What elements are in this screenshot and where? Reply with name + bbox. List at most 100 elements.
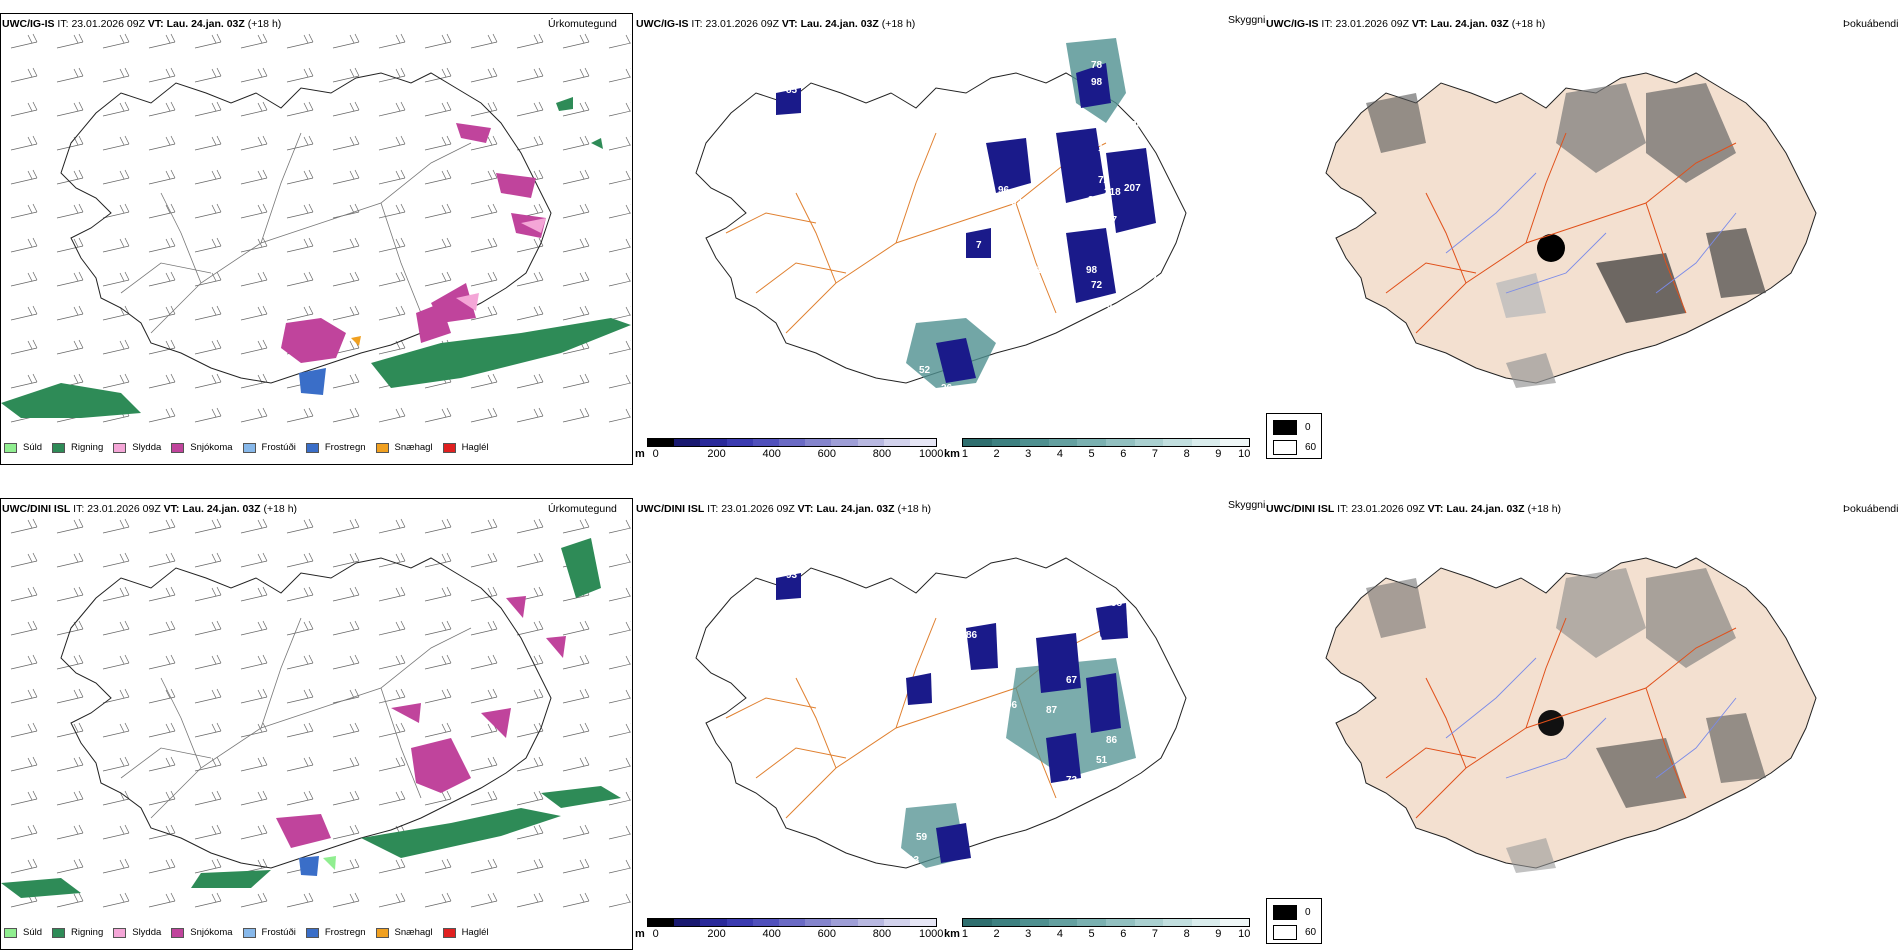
legend-item: Haglél xyxy=(442,442,489,453)
legend-item: Snæhagl xyxy=(375,442,433,453)
lead-time: (+18 h) xyxy=(263,503,298,515)
fog-legend-swatch xyxy=(1273,905,1297,920)
visibility-colorbar: 1 2 3 4 5 6 7 8 9 10 km xyxy=(944,918,1251,941)
cloud-base-value-label: 74 xyxy=(1106,650,1118,661)
precip-type-map xyxy=(1,33,631,423)
colorbar-swatch xyxy=(752,439,779,446)
cloud-base-value-label: 93 xyxy=(786,570,798,581)
colorbar-swatch xyxy=(700,439,727,446)
legend-item: Frostúði xyxy=(242,442,296,453)
legend-item: Haglél xyxy=(442,927,489,938)
legend-label: Frostregn xyxy=(324,927,366,938)
colorbar-swatch xyxy=(1020,919,1049,926)
colorbar-swatch xyxy=(1077,439,1106,446)
cloud-base-value-label: 98 xyxy=(1091,77,1103,88)
visibility-colorbar-ticks: 1 2 3 4 5 6 7 8 9 10 xyxy=(962,927,1251,941)
visibility-colorbar: 1 2 3 4 5 6 7 8 9 10 km xyxy=(944,438,1250,461)
cloud-base-value-label: 59 xyxy=(916,832,928,843)
cloudbase-colorbar: 0 200 400 600 800 1000 m xyxy=(635,438,943,461)
cloud-base-value-label: 11 xyxy=(1006,353,1017,364)
drizzle-areas xyxy=(323,856,336,870)
low-cloud-areas xyxy=(776,573,1128,863)
vt-label: VT: xyxy=(1427,503,1444,515)
colorbar-swatch xyxy=(778,439,806,446)
cloudbase-unit: m xyxy=(635,448,645,460)
cloud-base-value-label: 98 xyxy=(1111,598,1123,609)
freezing-rain-areas xyxy=(299,368,326,395)
colorbar-swatch xyxy=(805,919,832,926)
legend-label: Súld xyxy=(23,927,43,938)
legend-item: Frostúði xyxy=(242,927,296,938)
colorbar-tick-label: 2 xyxy=(993,928,1000,940)
cloudbase-colorbar-swatches xyxy=(647,918,937,927)
vt-value: Lau. 24.jan. 03Z xyxy=(1446,503,1525,515)
legend-item: Slydda xyxy=(113,442,161,453)
cloud-base-value-label: 67 xyxy=(1066,675,1078,686)
cloud-base-value-label: 72 xyxy=(1091,280,1103,291)
fog-header: UWC/IG-IS IT: 23.01.2026 09Z VT: Lau. 24… xyxy=(1266,18,1545,30)
legend-swatch xyxy=(305,442,319,453)
legend-swatch xyxy=(171,442,185,453)
legend-item: Snjókoma xyxy=(171,442,233,453)
cloud-base-value-label: 79 xyxy=(1091,635,1103,646)
lead-time: (+18 h) xyxy=(881,18,916,30)
colorbar-tick-label: 4 xyxy=(1056,928,1063,940)
vt-label: VT: xyxy=(147,18,164,30)
cloud-base-value-label: 66 xyxy=(1101,300,1113,311)
cloud-base-value-label: 26 xyxy=(941,383,953,394)
colorbar-tick-label: 5 xyxy=(1088,448,1095,460)
legend-swatch xyxy=(113,927,127,938)
model-name: UWC/IG-IS xyxy=(2,18,55,30)
river-network xyxy=(1445,657,1737,779)
legend-swatch xyxy=(113,442,127,453)
colorbar-tick-label: 0 xyxy=(652,448,659,460)
colorbar-tick-label: 3 xyxy=(1025,928,1032,940)
fog-legend-item: 0 xyxy=(1273,905,1311,920)
legend-swatch xyxy=(305,927,319,938)
precip-legend: Súld Rigning Slydda Snjókoma Frostúði Frostre… xyxy=(4,442,499,453)
cloud-base-value-label: 44 xyxy=(1076,620,1088,631)
river-network xyxy=(1445,172,1737,294)
it-value: 23.01.2026 09Z xyxy=(71,18,145,30)
wind-barbs xyxy=(10,518,631,908)
cloud-base-value-label: 51 xyxy=(1096,755,1108,766)
model-name: UWC/DINI ISL xyxy=(1266,503,1335,515)
colorbar-swatch xyxy=(648,439,675,446)
it-value: 23.01.2026 09Z xyxy=(721,503,795,515)
visibility-unit: km xyxy=(944,928,960,940)
precip-title: Úrkomutegund xyxy=(548,503,617,515)
legend-item: Súld xyxy=(4,442,42,453)
fog-index-map xyxy=(1325,72,1817,388)
fog-legend-label: 60 xyxy=(1305,442,1317,453)
colorbar-tick-label: 200 xyxy=(707,928,726,940)
colorbar-swatch xyxy=(883,919,910,926)
cloud-base-value-label: 64 xyxy=(1181,225,1193,236)
road-network xyxy=(1385,617,1737,819)
cloudbase-unit: m xyxy=(635,928,645,940)
colorbar-tick-label: 4 xyxy=(1056,448,1063,460)
legend-swatch xyxy=(4,442,17,453)
cloud-base-value-label: 110 xyxy=(1036,265,1053,276)
colorbar-swatch xyxy=(857,919,884,926)
model-name: UWC/IG-IS xyxy=(1266,18,1319,30)
colorbar-swatch xyxy=(674,919,701,926)
lead-time: (+18 h) xyxy=(897,503,932,515)
colorbar-swatch xyxy=(1105,919,1135,926)
cloud-base-value-label: 70 xyxy=(1151,275,1163,286)
road-network xyxy=(1385,132,1737,334)
fog-legend-label: 0 xyxy=(1305,907,1311,918)
legend-item: Snjókoma xyxy=(171,927,233,938)
legend-swatch xyxy=(52,442,66,453)
it-value: 23.01.2026 09Z xyxy=(1335,18,1409,30)
it-label: IT: xyxy=(1321,18,1333,30)
fog-legend-swatch xyxy=(1273,925,1297,940)
legend-swatch xyxy=(375,442,389,453)
cloud-base-value-label: 27 xyxy=(1106,215,1118,226)
cloud-title: Skyggni xyxy=(1228,14,1266,26)
legend-label: Frostregn xyxy=(324,442,366,453)
colorbar-tick-label: 10 xyxy=(1238,928,1251,940)
fog-legend: 0 60 xyxy=(1266,413,1322,459)
legend-swatch xyxy=(442,927,456,938)
colorbar-tick-label: 5 xyxy=(1088,928,1095,940)
precip-type-map xyxy=(1,518,631,908)
